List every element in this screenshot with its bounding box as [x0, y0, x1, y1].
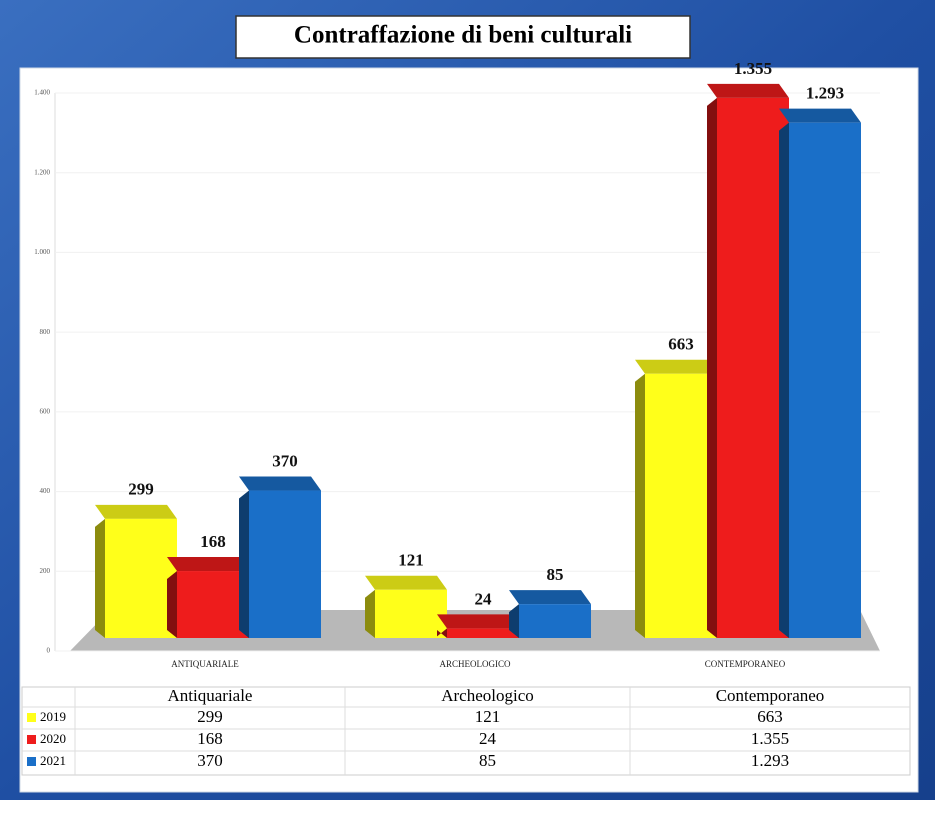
bar — [707, 83, 789, 638]
y-tick-label: 200 — [40, 567, 51, 575]
legend-swatch — [27, 735, 36, 744]
table-cell: 299 — [197, 707, 223, 726]
table-cell: 1.355 — [751, 729, 789, 748]
bar-front — [177, 571, 249, 638]
table-header: Antiquariale — [168, 686, 253, 705]
y-tick-label: 1.200 — [34, 168, 50, 176]
x-tick-label: CONTEMPORANEO — [705, 659, 786, 669]
bar-side — [95, 518, 105, 638]
legend-label: 2021 — [40, 753, 66, 768]
y-tick-label: 400 — [40, 487, 51, 495]
y-tick-label: 800 — [40, 328, 51, 336]
table-frame — [21, 686, 911, 776]
legend-swatch — [27, 713, 36, 722]
title-box — [235, 15, 691, 59]
table-cell: 168 — [197, 729, 223, 748]
bar-top — [365, 575, 447, 590]
bar-top — [635, 359, 717, 374]
x-tick-label: ARCHEOLOGICO — [440, 659, 511, 669]
bar-front — [447, 628, 519, 638]
bar-side — [437, 628, 447, 638]
data-label: 1.355 — [734, 59, 772, 78]
y-tick-label: 600 — [40, 407, 51, 415]
bar — [779, 108, 861, 638]
data-label: 1.293 — [806, 84, 844, 103]
bar — [167, 557, 249, 638]
bar — [365, 575, 447, 638]
bar-top — [95, 504, 177, 519]
bar-side — [167, 571, 177, 638]
legend-swatch — [27, 757, 36, 766]
x-tick-label: ANTIQUARIALE — [171, 659, 239, 669]
bar-top — [779, 108, 861, 123]
bar-top — [167, 557, 249, 572]
bar-side — [635, 373, 645, 638]
bar-side — [779, 122, 789, 638]
bar-top — [239, 476, 321, 491]
bar — [509, 590, 591, 638]
bar-front — [249, 490, 321, 638]
table-cell: 663 — [757, 707, 783, 726]
bar-top — [437, 614, 519, 629]
data-label: 85 — [547, 565, 564, 584]
bar-front — [105, 518, 177, 638]
data-table: Antiquariale 299 168 370 Archeologico 121 24 85… — [21, 686, 911, 776]
data-label: 24 — [475, 589, 493, 608]
legend-label: 2019 — [40, 709, 66, 724]
bar — [95, 504, 177, 638]
table-cell: 121 — [475, 707, 501, 726]
bar-side — [239, 490, 249, 638]
table-header: Archeologico — [441, 686, 534, 705]
bar — [635, 359, 717, 638]
y-tick-label: 1.000 — [34, 248, 50, 256]
data-label: 121 — [398, 551, 424, 570]
bar-front — [519, 604, 591, 638]
data-label: 663 — [668, 335, 694, 354]
table-cell: 370 — [197, 751, 223, 770]
table-header: Contemporaneo — [716, 686, 825, 705]
table-cell: 24 — [479, 729, 497, 748]
y-tick-label: 1.400 — [34, 89, 50, 97]
data-label: 370 — [272, 451, 298, 470]
legend-label: 2020 — [40, 731, 66, 746]
table-cell: 85 — [479, 751, 496, 770]
y-tick-label: 0 — [47, 647, 51, 655]
bar-side — [509, 604, 519, 638]
chart-title: Contraffazione di beni culturali — [294, 22, 632, 49]
data-label: 168 — [200, 532, 226, 551]
bar-front — [375, 589, 447, 638]
bar-front — [645, 373, 717, 638]
bar-top — [707, 83, 789, 98]
bar-front — [717, 97, 789, 638]
data-label: 299 — [128, 480, 154, 499]
bar-top — [509, 590, 591, 605]
bar-front — [789, 122, 861, 638]
bar — [437, 614, 519, 638]
bar — [239, 476, 321, 638]
table-cell: 1.293 — [751, 751, 789, 770]
bar-side — [707, 97, 717, 638]
bar-side — [365, 589, 375, 638]
